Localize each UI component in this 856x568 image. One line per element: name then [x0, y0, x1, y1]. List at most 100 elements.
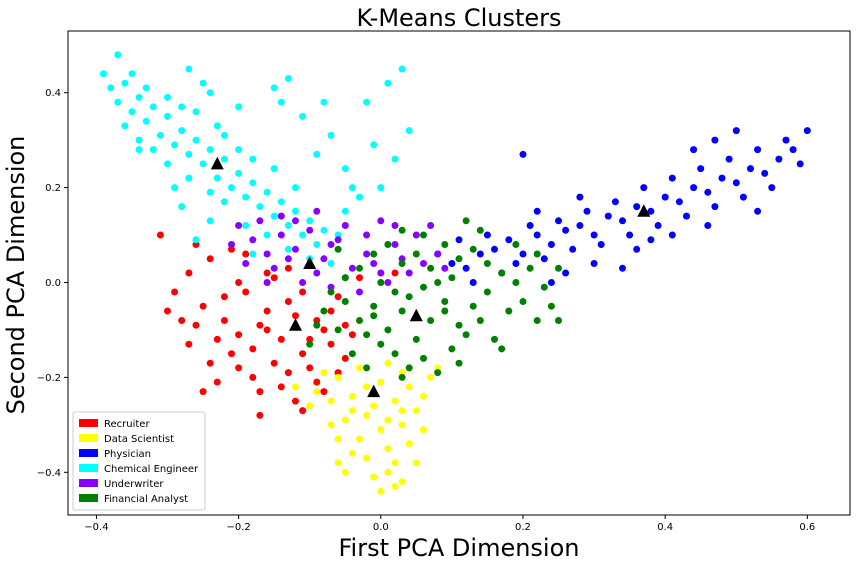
- data-point: [341, 468, 349, 476]
- data-point: [235, 279, 243, 286]
- data-point: [377, 184, 385, 192]
- data-point: [256, 388, 264, 396]
- data-point: [206, 217, 214, 225]
- data-point: [228, 350, 235, 358]
- data-point: [256, 203, 264, 211]
- data-point: [370, 473, 378, 481]
- data-point: [313, 150, 321, 158]
- data-point: [313, 269, 321, 277]
- data-point: [427, 373, 435, 381]
- data-point: [526, 222, 534, 229]
- data-point: [121, 79, 129, 87]
- data-point: [178, 127, 186, 135]
- data-point: [391, 459, 399, 467]
- data-point: [213, 378, 221, 386]
- data-point: [263, 231, 271, 239]
- data-point: [348, 264, 356, 272]
- data-point: [391, 222, 399, 229]
- legend-label: Financial Analyst: [104, 494, 188, 505]
- data-point: [220, 293, 228, 301]
- data-point: [448, 274, 456, 282]
- data-point: [483, 260, 491, 267]
- data-point: [377, 340, 385, 348]
- data-point: [292, 312, 299, 320]
- data-point: [476, 250, 484, 258]
- data-point: [284, 264, 292, 272]
- data-point: [420, 392, 427, 400]
- data-point: [519, 250, 527, 258]
- data-point: [782, 136, 790, 144]
- data-point: [512, 260, 520, 267]
- data-point: [725, 155, 733, 163]
- data-point: [469, 279, 477, 286]
- data-point: [128, 70, 136, 78]
- data-point: [363, 98, 371, 106]
- data-point: [299, 288, 307, 296]
- data-point: [462, 217, 470, 225]
- data-point: [299, 112, 307, 120]
- data-point: [455, 359, 463, 367]
- data-point: [306, 226, 314, 234]
- y-tick-label: −0.4: [37, 468, 61, 479]
- data-point: [299, 350, 307, 358]
- data-point: [171, 141, 179, 149]
- data-point: [405, 383, 413, 391]
- data-point: [213, 335, 221, 343]
- data-point: [156, 131, 164, 139]
- data-point: [334, 293, 342, 301]
- data-point: [476, 317, 484, 324]
- data-point: [363, 383, 371, 391]
- data-point: [348, 184, 356, 192]
- data-point: [228, 245, 235, 253]
- data-point: [277, 198, 285, 206]
- data-point: [178, 103, 186, 111]
- series-5-points: [306, 217, 562, 381]
- data-point: [398, 226, 406, 234]
- data-point: [277, 212, 285, 220]
- x-tick-label: 0.2: [515, 522, 531, 533]
- data-point: [526, 264, 534, 272]
- data-point: [284, 75, 292, 82]
- data-point: [235, 103, 243, 111]
- data-point: [178, 203, 186, 211]
- data-point: [711, 203, 719, 211]
- data-point: [306, 402, 314, 410]
- data-point: [270, 165, 278, 173]
- data-point: [569, 245, 577, 253]
- data-point: [341, 274, 349, 282]
- data-point: [370, 312, 378, 320]
- data-point: [377, 279, 385, 286]
- data-point: [356, 317, 363, 324]
- series-3-points: [100, 51, 413, 267]
- data-point: [206, 359, 214, 367]
- data-point: [171, 184, 179, 192]
- data-point: [363, 331, 371, 339]
- data-point: [135, 136, 143, 144]
- data-point: [185, 340, 193, 348]
- data-point: [100, 70, 107, 78]
- data-point: [235, 331, 243, 339]
- data-point: [533, 231, 541, 239]
- data-point: [199, 302, 207, 310]
- data-point: [604, 212, 612, 220]
- data-point: [704, 222, 712, 229]
- chart-title: K-Means Clusters: [356, 4, 561, 32]
- data-point: [256, 217, 264, 225]
- data-point: [391, 241, 399, 248]
- data-point: [498, 269, 506, 277]
- centroid-marker-3: [210, 156, 224, 170]
- legend-swatch: [79, 479, 98, 487]
- data-point: [732, 127, 740, 135]
- data-point: [498, 345, 506, 353]
- data-point: [363, 454, 371, 462]
- data-point: [327, 397, 335, 405]
- centroid-markers: [210, 156, 651, 398]
- data-point: [576, 222, 584, 229]
- data-point: [711, 136, 719, 144]
- data-point: [384, 468, 392, 476]
- data-point: [562, 226, 570, 234]
- data-point: [306, 340, 314, 348]
- data-point: [199, 388, 207, 396]
- legend: Recruiter Data Scientist Physician Chemical…: [72, 411, 206, 511]
- x-tick-label: 0.6: [799, 522, 815, 533]
